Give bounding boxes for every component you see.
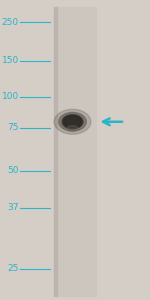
Text: 25: 25 (7, 264, 19, 273)
Bar (54, 7, 57, 296)
Ellipse shape (59, 112, 86, 131)
Text: 250: 250 (2, 18, 19, 27)
Text: 37: 37 (7, 203, 19, 212)
Text: 75: 75 (7, 123, 19, 132)
Ellipse shape (67, 125, 78, 131)
Ellipse shape (62, 115, 83, 129)
Ellipse shape (63, 116, 82, 128)
Ellipse shape (54, 109, 91, 134)
Bar (54, 7, 96, 296)
Text: 100: 100 (2, 92, 19, 101)
Text: 150: 150 (2, 56, 19, 65)
Text: 50: 50 (7, 166, 19, 175)
